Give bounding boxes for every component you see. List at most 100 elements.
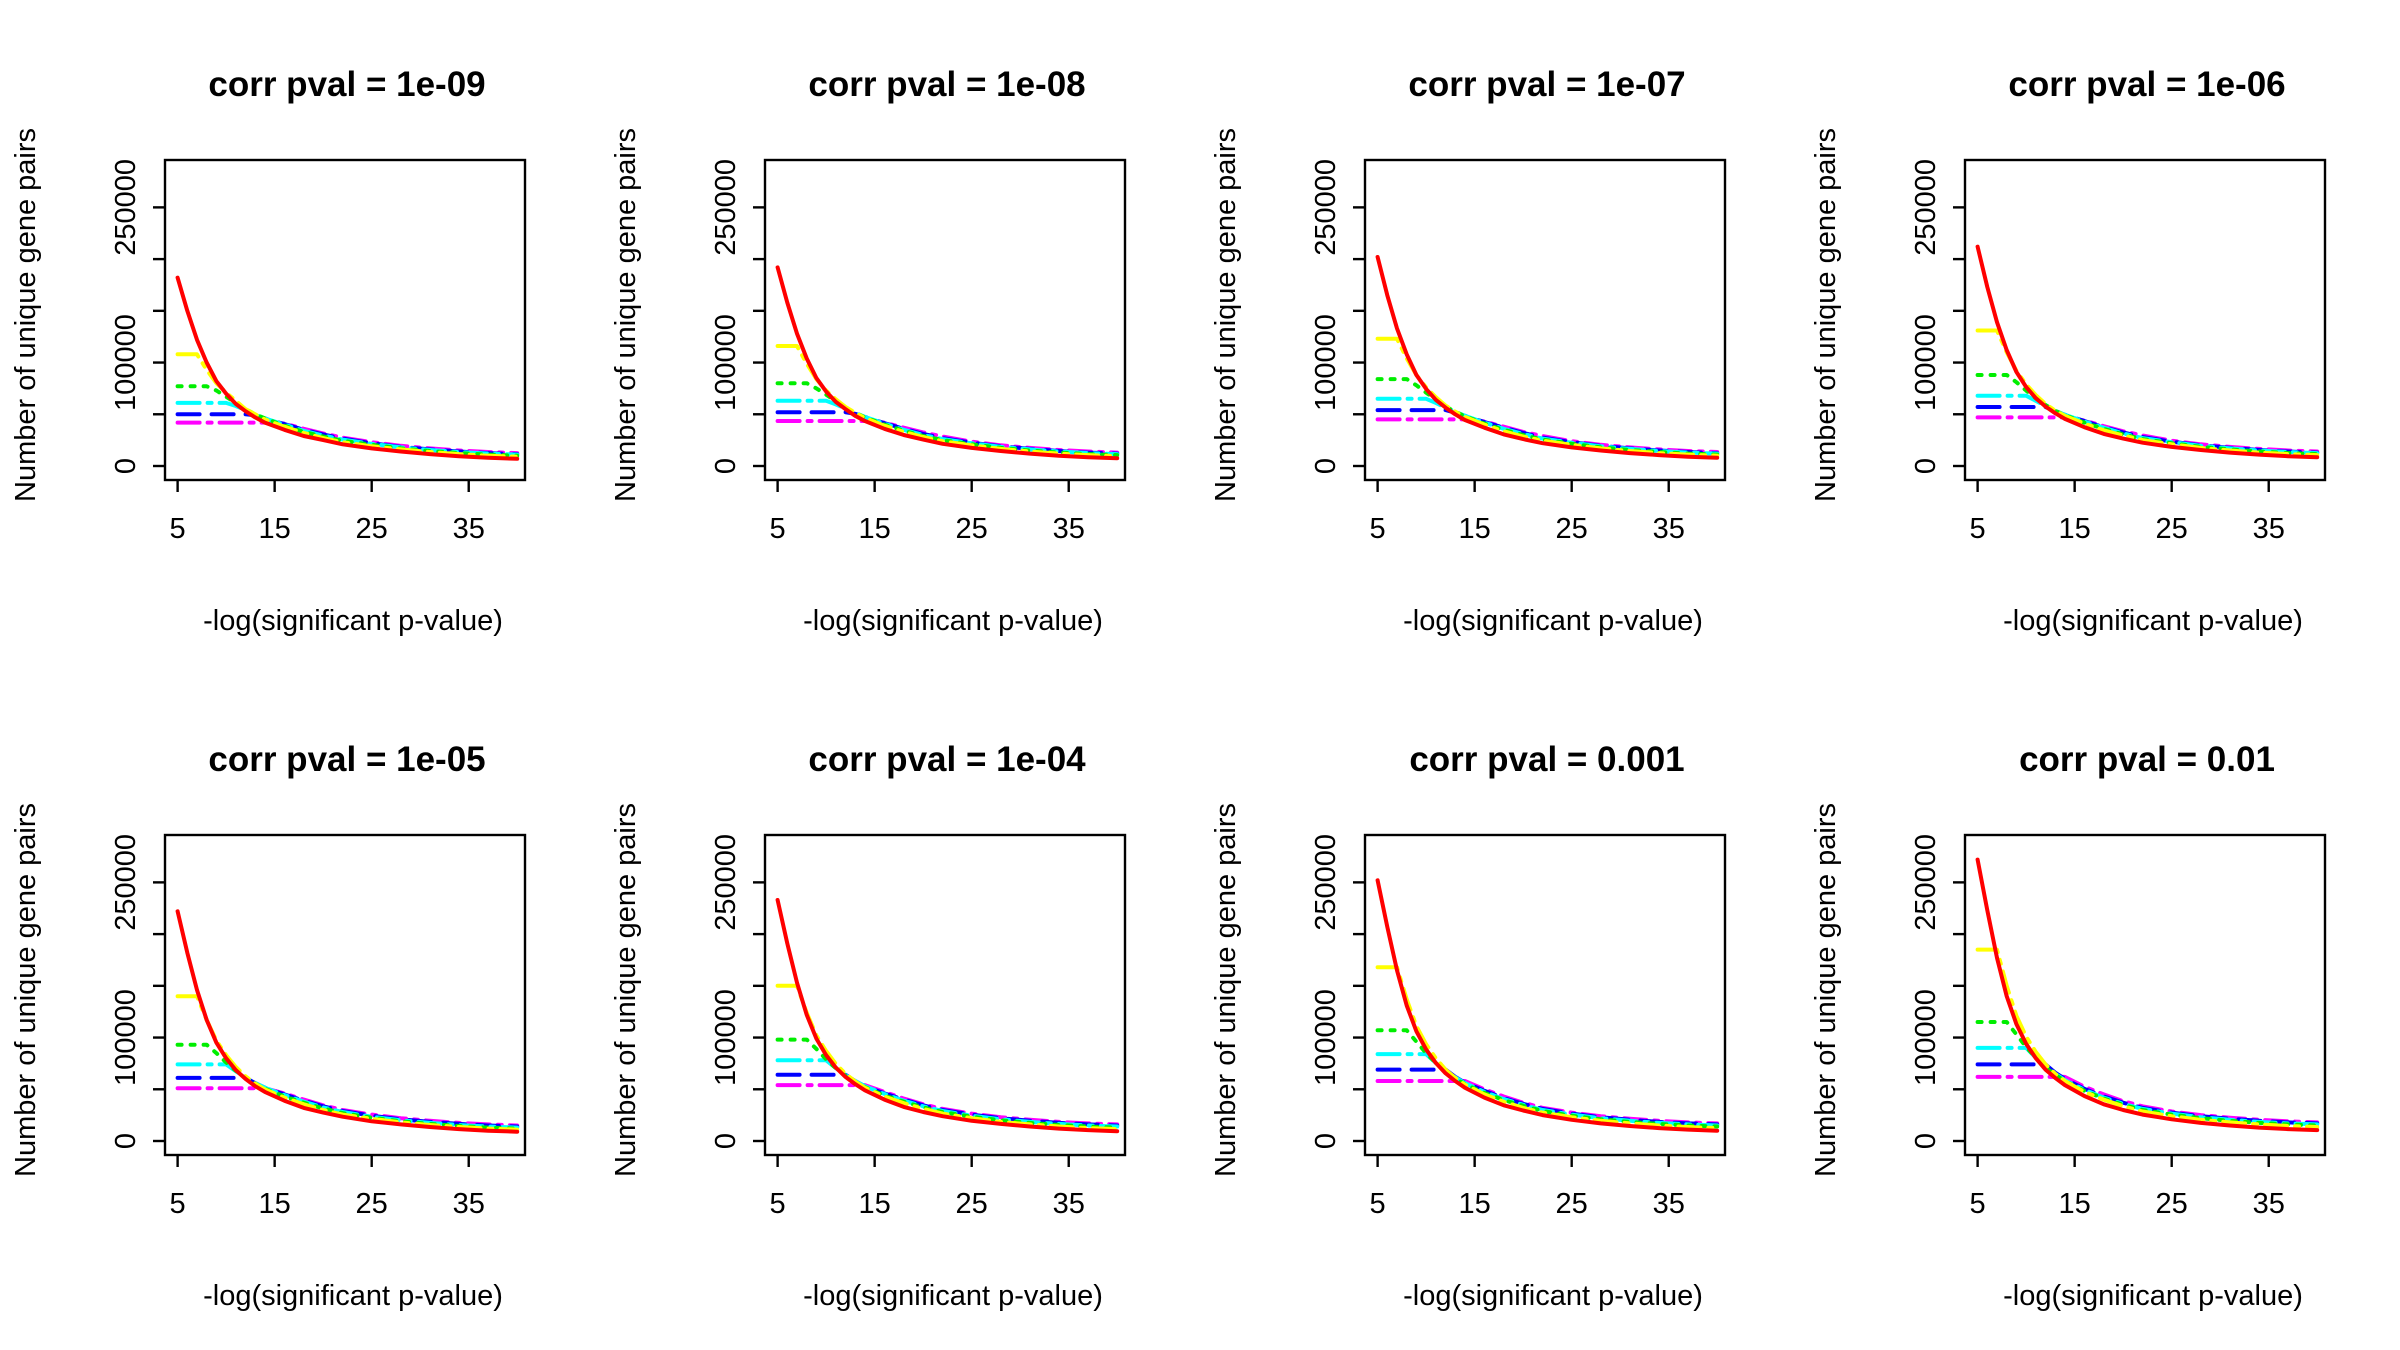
chart-title: corr pval = 0.001 [1409, 740, 1684, 779]
chart-panel: corr pval = 0.01 5 15 25 35 0 100000 250000 -log… [1800, 675, 2400, 1350]
y-tick-label: 250000 [1910, 834, 1942, 931]
x-tick-label: 25 [956, 1188, 988, 1220]
x-tick-label: 15 [259, 1188, 291, 1220]
x-tick-label: 5 [1970, 513, 1986, 545]
chart-svg: corr pval = 0.01 5 15 25 35 0 100000 250000 -log… [1810, 740, 2327, 1312]
x-tick-label: 5 [1370, 1188, 1386, 1220]
y-axis-label: Number of unique gene pairs [1210, 128, 1242, 502]
x-axis-label: -log(significant p-value) [1403, 605, 1703, 637]
x-tick-label: 35 [2253, 1188, 2285, 1220]
x-axis-label: -log(significant p-value) [803, 1280, 1103, 1312]
x-tick-label: 25 [2156, 513, 2188, 545]
y-axis-label: Number of unique gene pairs [1810, 803, 1842, 1177]
series-line [775, 1058, 1120, 1129]
y-tick-label: 0 [710, 1133, 742, 1149]
y-tick-label: 100000 [710, 989, 742, 1086]
series-line [1975, 415, 2320, 454]
chart-svg: corr pval = 1e-07 5 15 25 35 0 100000 250000 -lo… [1210, 65, 1727, 637]
chart-title: corr pval = 1e-06 [2008, 65, 2285, 104]
chart-svg: corr pval = 1e-09 5 15 25 35 0 100000 250000 -lo… [10, 65, 527, 637]
chart-panel: corr pval = 1e-05 5 15 25 35 0 100000 250000 -lo… [0, 675, 600, 1350]
x-axis-label: -log(significant p-value) [203, 1280, 503, 1312]
y-axis-label: Number of unique gene pairs [10, 803, 42, 1177]
y-tick-label: 0 [1910, 458, 1942, 474]
chart-title: corr pval = 1e-04 [808, 740, 1086, 779]
chart-title: corr pval = 1e-07 [1408, 65, 1685, 104]
y-tick-label: 100000 [710, 314, 742, 411]
y-tick-label: 100000 [1310, 314, 1342, 411]
x-tick-label: 35 [1653, 513, 1685, 545]
y-axis-label: Number of unique gene pairs [610, 128, 642, 502]
x-tick-label: 35 [453, 1188, 485, 1220]
x-tick-label: 35 [1053, 513, 1085, 545]
series-line [175, 1086, 520, 1128]
series-line [1375, 255, 1720, 460]
series-line [1975, 244, 2320, 460]
y-tick-label: 100000 [110, 314, 142, 411]
plot-frame [1963, 158, 2327, 482]
plot-frame [763, 158, 1127, 482]
y-tick-label: 250000 [710, 159, 742, 256]
y-tick-label: 250000 [110, 834, 142, 931]
chart-svg: corr pval = 1e-06 5 15 25 35 0 100000 250000 -lo… [1810, 65, 2327, 637]
series-line [775, 265, 1120, 461]
y-tick-label: 100000 [110, 989, 142, 1086]
chart-svg: corr pval = 1e-04 5 15 25 35 0 100000 250000 -lo… [610, 740, 1127, 1312]
series-line [1375, 965, 1720, 1131]
y-tick-label: 250000 [1910, 159, 1942, 256]
chart-svg: corr pval = 0.001 5 15 25 35 0 100000 250000 -lo… [1210, 740, 1727, 1312]
plot-frame [163, 833, 527, 1157]
x-tick-label: 15 [859, 1188, 891, 1220]
series-line [775, 898, 1120, 1134]
series-line [1975, 857, 2320, 1133]
x-axis-label: -log(significant p-value) [203, 605, 503, 637]
series-line [1975, 1045, 2320, 1127]
x-tick-label: 35 [2253, 513, 2285, 545]
y-tick-label: 100000 [1310, 989, 1342, 1086]
series-line [1375, 408, 1720, 456]
chart-panel: corr pval = 1e-06 5 15 25 35 0 100000 250000 -lo… [1800, 0, 2400, 675]
y-axis-label: Number of unique gene pairs [610, 803, 642, 1177]
plot-frame [1363, 158, 1727, 482]
x-tick-label: 5 [770, 1188, 786, 1220]
x-tick-label: 15 [2059, 513, 2091, 545]
x-tick-label: 15 [1459, 513, 1491, 545]
x-tick-label: 35 [1053, 1188, 1085, 1220]
series-line [1375, 878, 1720, 1133]
x-axis-label: -log(significant p-value) [1403, 1280, 1703, 1312]
series-line [175, 352, 520, 459]
y-axis-label: Number of unique gene pairs [10, 128, 42, 502]
x-axis-label: -log(significant p-value) [803, 605, 1103, 637]
plot-frame [763, 833, 1127, 1157]
chart-svg: corr pval = 1e-08 5 15 25 35 0 100000 250000 -lo… [610, 65, 1127, 637]
series-line [175, 1042, 520, 1131]
x-tick-label: 5 [770, 513, 786, 545]
y-axis-label: Number of unique gene pairs [1810, 128, 1842, 502]
x-tick-label: 35 [1653, 1188, 1685, 1220]
chart-panel: corr pval = 1e-07 5 15 25 35 0 100000 250000 -lo… [1200, 0, 1800, 675]
y-tick-label: 0 [110, 458, 142, 474]
y-tick-label: 250000 [710, 834, 742, 931]
plot-frame [1963, 833, 2327, 1157]
chart-title: corr pval = 1e-08 [808, 65, 1085, 104]
y-tick-label: 0 [1310, 458, 1342, 474]
chart-svg: corr pval = 1e-05 5 15 25 35 0 100000 250000 -lo… [10, 740, 527, 1312]
x-tick-label: 5 [1370, 513, 1386, 545]
x-tick-label: 15 [1459, 1188, 1491, 1220]
series-line [775, 410, 1120, 456]
y-axis-label: Number of unique gene pairs [1210, 803, 1242, 1177]
chart-title: corr pval = 0.01 [2019, 740, 2275, 779]
series-line [175, 275, 520, 461]
x-tick-label: 5 [1970, 1188, 1986, 1220]
x-tick-label: 25 [2156, 1188, 2188, 1220]
chart-panel: corr pval = 0.001 5 15 25 35 0 100000 250000 -lo… [1200, 675, 1800, 1350]
plot-frame [163, 158, 527, 482]
x-tick-label: 25 [1556, 1188, 1588, 1220]
x-tick-label: 25 [1556, 513, 1588, 545]
x-tick-label: 5 [170, 513, 186, 545]
chart-panel: corr pval = 1e-09 5 15 25 35 0 100000 250000 -lo… [0, 0, 600, 675]
chart-title: corr pval = 1e-05 [208, 740, 485, 779]
x-tick-label: 5 [170, 1188, 186, 1220]
x-tick-label: 15 [859, 513, 891, 545]
